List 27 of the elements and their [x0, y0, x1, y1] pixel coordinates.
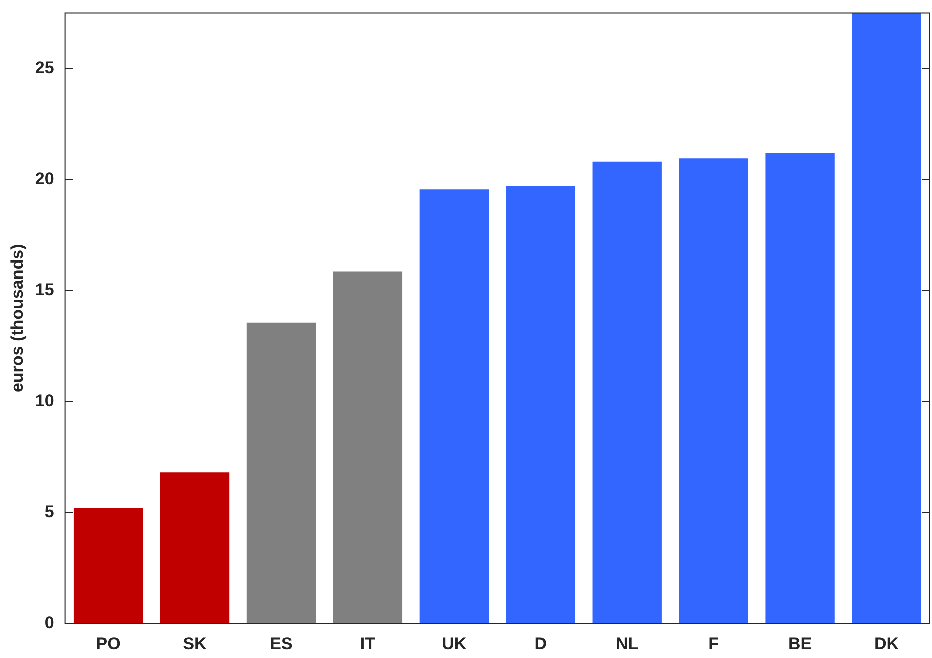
x-tick-label: F — [708, 634, 720, 654]
y-tick-label: 5 — [44, 502, 54, 522]
bar — [160, 472, 230, 624]
x-tick-label: ES — [270, 634, 293, 654]
x-tick-label: IT — [360, 634, 376, 654]
x-tick-label: SK — [183, 634, 208, 654]
x-tick-label: BE — [788, 634, 812, 654]
y-tick-label: 15 — [35, 280, 54, 300]
bar — [333, 272, 403, 624]
x-tick-label: UK — [442, 634, 468, 654]
bar — [506, 186, 576, 624]
bar — [592, 162, 662, 624]
y-axis-title: euros (thousands) — [8, 244, 27, 393]
x-tick-label: D — [534, 634, 548, 654]
x-tick-label: NL — [616, 634, 639, 654]
y-tick-label: 0 — [44, 613, 54, 632]
bar — [679, 158, 748, 624]
bar — [74, 508, 144, 624]
bar — [420, 190, 490, 624]
x-tick-label: PO — [96, 634, 121, 654]
y-tick-label: 10 — [35, 391, 54, 410]
bar — [246, 322, 316, 624]
y-tick-label: 20 — [35, 169, 54, 188]
bar — [766, 153, 835, 624]
y-tick-label: 25 — [35, 58, 54, 78]
x-tick-label: DK — [874, 634, 900, 654]
bar — [852, 13, 922, 624]
